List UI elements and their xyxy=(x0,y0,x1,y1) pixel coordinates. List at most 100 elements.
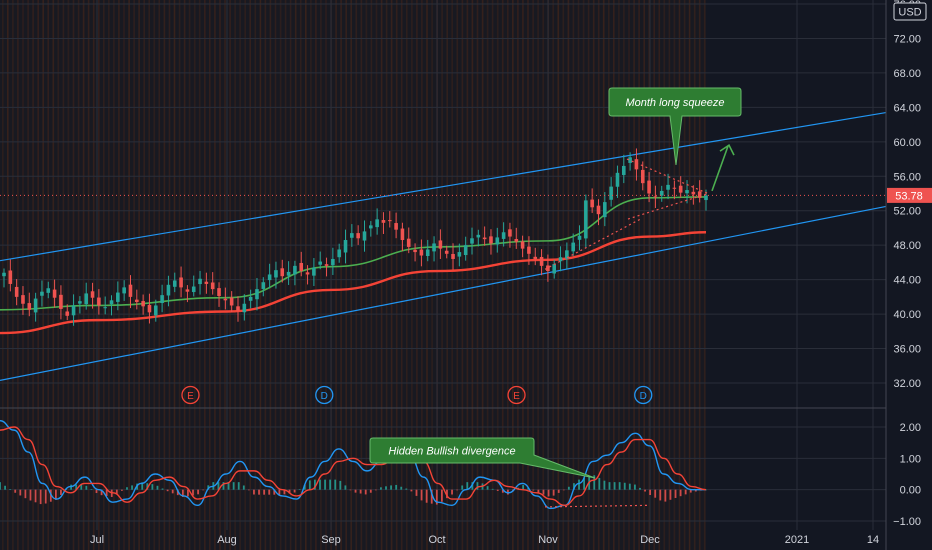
histogram-bar xyxy=(263,489,266,495)
divergence-callout[interactable]: Hidden Bullish divergence xyxy=(369,437,596,479)
channel-upper-line[interactable] xyxy=(0,111,887,262)
volume-stripe xyxy=(42,0,44,550)
time-tick-label: Oct xyxy=(428,534,445,546)
histogram-bar xyxy=(222,482,225,490)
volume-stripe xyxy=(693,0,696,550)
histogram-bar xyxy=(608,482,611,490)
histogram-bar xyxy=(369,489,372,493)
histogram-bar xyxy=(115,489,118,495)
candle-body xyxy=(135,299,139,303)
candle-body xyxy=(299,262,304,272)
time-tick-label: Sep xyxy=(321,534,341,546)
time-tick-label: Jul xyxy=(90,534,104,546)
histogram-bar xyxy=(593,475,596,490)
histogram-bar xyxy=(501,489,504,493)
volume-stripe xyxy=(214,0,216,550)
histogram-bar xyxy=(359,489,362,494)
candle-body xyxy=(274,270,278,278)
volume-stripe xyxy=(67,0,70,550)
candle-body xyxy=(438,240,443,249)
histogram-bar xyxy=(268,489,271,495)
earnings-marker[interactable]: E xyxy=(181,385,200,405)
volume-stripe xyxy=(698,0,701,550)
candle-body xyxy=(457,252,462,257)
candle-body xyxy=(33,298,38,313)
currency-badge[interactable]: USD xyxy=(893,2,927,21)
histogram-bar xyxy=(293,489,296,493)
candle-body xyxy=(565,250,569,259)
volume-stripe xyxy=(522,0,524,550)
volume-stripe xyxy=(204,0,206,550)
price-tick-label: 68.00 xyxy=(893,68,921,80)
candle-body xyxy=(343,240,348,253)
price-tick-label: 40.00 xyxy=(893,309,921,321)
volume-stripe xyxy=(103,0,105,550)
macd-panel[interactable]: Hidden Bullish divergence xyxy=(0,218,707,510)
histogram-bar xyxy=(415,489,418,496)
volume-stripe xyxy=(27,0,29,550)
candle-body xyxy=(21,295,25,304)
volume-stripe xyxy=(491,0,494,550)
target-arrow[interactable] xyxy=(711,143,735,192)
histogram-bar xyxy=(308,480,311,490)
channel-lower-line[interactable] xyxy=(0,205,887,382)
histogram-bar xyxy=(689,489,692,493)
volume-stripe xyxy=(264,0,267,550)
volume-stripe xyxy=(57,0,60,550)
histogram-bar xyxy=(4,485,6,490)
volume-stripe xyxy=(244,0,246,550)
histogram-bar xyxy=(385,486,387,490)
volume-stripe xyxy=(22,0,24,550)
histogram-bar xyxy=(298,489,301,490)
histogram-bar xyxy=(0,482,1,490)
histogram-bar xyxy=(522,485,525,490)
histogram-bar xyxy=(146,483,149,490)
histogram-bar xyxy=(242,485,245,490)
volume-stripe xyxy=(643,0,645,550)
volume-stripe xyxy=(421,0,423,550)
history-shade xyxy=(0,0,706,550)
volume-stripe xyxy=(501,0,504,550)
squeeze-callout[interactable]: Month long squeeze xyxy=(608,87,742,166)
volume-stripe xyxy=(567,0,570,550)
time-tick-label: 14 xyxy=(867,534,879,546)
histogram-bar xyxy=(547,489,550,497)
histogram-bar xyxy=(176,489,179,496)
candle-body xyxy=(59,294,63,309)
histogram-bar xyxy=(24,489,27,499)
volume-stripe xyxy=(481,0,484,550)
price-tick-label: 52.00 xyxy=(893,206,921,218)
candle-body xyxy=(375,219,379,228)
candle-body xyxy=(514,239,519,242)
dividend-marker[interactable]: D xyxy=(634,385,653,405)
price-panel[interactable]: E D E D Month long squeeze xyxy=(0,87,887,405)
candle-body xyxy=(621,165,626,175)
histogram-bar xyxy=(44,489,47,504)
histogram-bar xyxy=(618,482,621,490)
dividend-marker[interactable]: D xyxy=(315,385,334,405)
volume-stripe xyxy=(633,0,635,550)
histogram-bar xyxy=(446,489,448,499)
volume-stripe xyxy=(239,0,241,550)
volume-stripe xyxy=(47,0,49,550)
volume-stripe xyxy=(77,0,80,550)
histogram-bar xyxy=(80,484,83,490)
histogram-bar xyxy=(105,489,108,497)
candle-body xyxy=(697,191,702,198)
candle-body xyxy=(312,267,316,276)
histogram-bar xyxy=(471,482,474,490)
histogram-bar xyxy=(75,484,78,490)
time-axis[interactable]: Jul Aug Sep Oct Nov Dec 2021 14 xyxy=(90,534,879,546)
candle-body xyxy=(432,243,436,252)
volume-stripe xyxy=(638,0,640,550)
candle-body xyxy=(46,288,51,293)
candle-body xyxy=(172,280,177,287)
volume-stripe xyxy=(416,0,418,550)
candle-body xyxy=(8,270,13,284)
macd-axis[interactable]: 2.00 1.00 0.00 −1.00 xyxy=(893,422,921,528)
candle-body xyxy=(229,297,234,306)
earnings-marker[interactable]: E xyxy=(507,385,526,405)
candle-body xyxy=(160,295,164,304)
candle-body xyxy=(40,291,44,296)
